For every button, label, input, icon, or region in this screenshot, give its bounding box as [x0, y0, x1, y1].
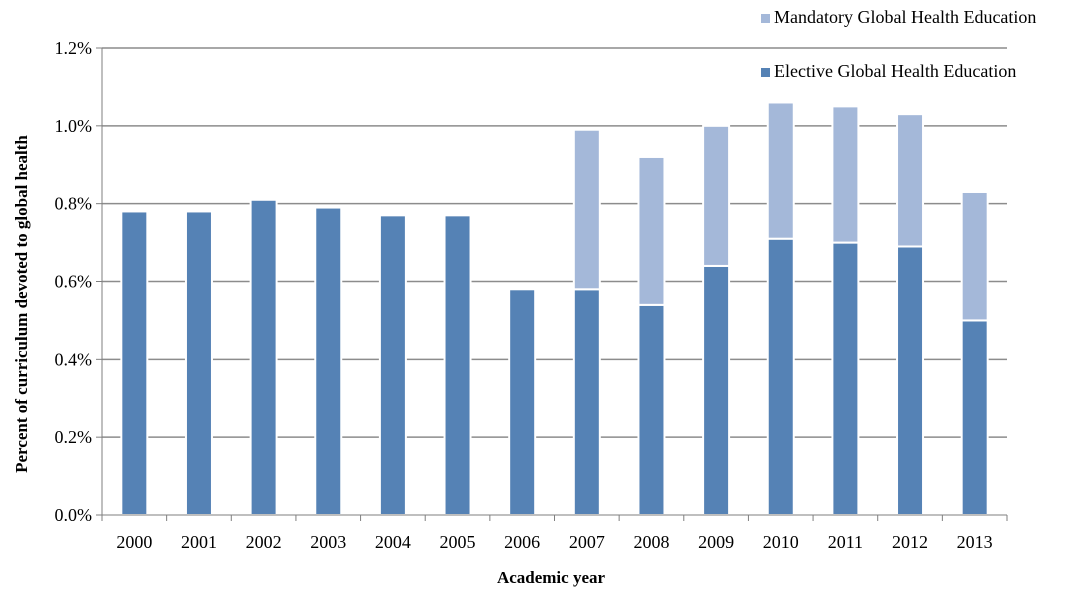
bar-segment-mandatory — [637, 155, 666, 306]
bar-segment-elective — [120, 210, 149, 516]
x-tick-label: 2010 — [763, 532, 799, 552]
y-axis-title: Percent of curriculum devoted to global … — [12, 135, 31, 473]
bar-segment-elective — [831, 241, 860, 516]
x-axis-title: Academic year — [497, 568, 606, 587]
bar-segment-elective — [184, 210, 213, 516]
bar-segment-elective — [637, 303, 666, 516]
y-tick-label: 1.0% — [55, 116, 93, 136]
bar-segment-elective — [572, 288, 601, 516]
bar-segment-mandatory — [572, 128, 601, 291]
bar-segment-elective — [960, 319, 989, 516]
x-tick-label: 2005 — [440, 532, 476, 552]
bar-segment-mandatory — [831, 105, 860, 244]
bar-segment-mandatory — [960, 190, 989, 322]
x-tick-label: 2006 — [504, 532, 540, 552]
bar-segment-mandatory — [766, 101, 795, 240]
x-tick-label: 2009 — [698, 532, 734, 552]
legend-label: Elective Global Health Education — [774, 61, 1016, 81]
axes — [96, 47, 1008, 521]
legend-swatch — [761, 14, 770, 23]
x-tick-label: 2011 — [828, 532, 863, 552]
legend: Mandatory Global Health Education Electiv… — [761, 7, 1036, 81]
bar-segment-elective — [702, 264, 731, 516]
bar-segment-elective — [249, 198, 278, 516]
gridlines — [102, 47, 1007, 438]
bar-segment-elective — [314, 206, 343, 517]
y-tick-labels: 0.0% 0.2% 0.4% 0.6% 0.8% 1.0% 1.2% — [55, 38, 93, 525]
x-tick-label: 2004 — [375, 532, 411, 552]
y-tick-label: 0.0% — [55, 505, 93, 525]
legend-swatch — [761, 68, 770, 77]
y-tick-label: 1.2% — [55, 38, 93, 58]
y-tick-label: 0.2% — [55, 427, 93, 447]
bar-segment-elective — [508, 288, 537, 516]
bar-segment-elective — [443, 214, 472, 516]
x-tick-label: 2003 — [310, 532, 346, 552]
x-tick-label: 2002 — [246, 532, 282, 552]
bar-segment-mandatory — [702, 124, 731, 267]
bar-segment-mandatory — [896, 113, 925, 248]
x-tick-label: 2013 — [957, 532, 993, 552]
y-tick-label: 0.8% — [55, 194, 93, 214]
bar-segment-elective — [766, 237, 795, 516]
x-tick-label: 2012 — [892, 532, 928, 552]
y-tick-label: 0.4% — [55, 349, 93, 369]
legend-label: Mandatory Global Health Education — [774, 7, 1036, 27]
bars — [120, 101, 989, 517]
bar-segment-elective — [378, 214, 407, 516]
x-tick-labels: 2000 2001 2002 2003 2004 2005 2006 2007 2008 2009… — [116, 532, 992, 552]
x-tick-label: 2001 — [181, 532, 217, 552]
x-tick-label: 2008 — [633, 532, 669, 552]
bar-segment-elective — [896, 245, 925, 516]
x-tick-label: 2007 — [569, 532, 605, 552]
x-tick-label: 2000 — [116, 532, 152, 552]
y-tick-label: 0.6% — [55, 272, 93, 292]
